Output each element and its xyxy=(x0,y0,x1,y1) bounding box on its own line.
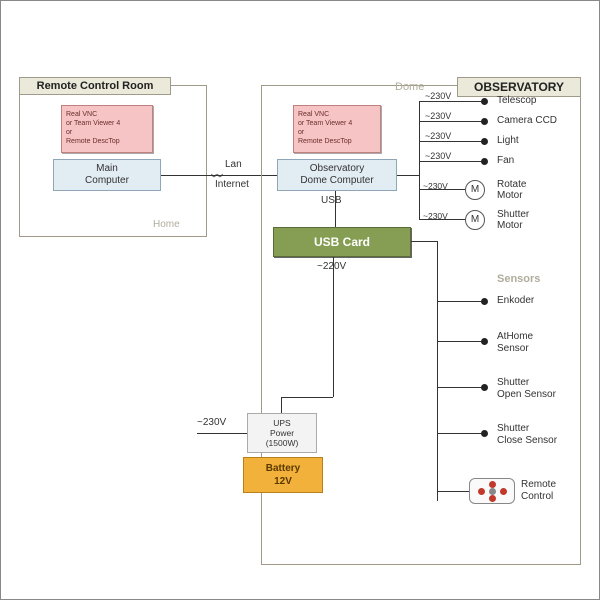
sensor-label: Remote Control xyxy=(521,479,556,502)
wire xyxy=(437,301,483,302)
device-dot xyxy=(481,98,488,105)
wire xyxy=(419,101,483,102)
home-footer: Home xyxy=(153,219,180,230)
dome-subtitle: Dome xyxy=(395,81,424,93)
device-voltage: ~230V xyxy=(425,91,451,101)
home-computer: Main Computer xyxy=(53,159,161,191)
home-vnc-box: Real VNC or Team Viewer 4 or Remote Desc… xyxy=(61,105,153,153)
usb-card-voltage: ~220V xyxy=(317,261,346,272)
wire xyxy=(197,433,247,434)
motor-voltage: ~230V xyxy=(423,181,448,191)
vnc-line: Real VNC xyxy=(66,110,148,119)
sensor-dot xyxy=(481,298,488,305)
motor-icon: M xyxy=(465,180,485,200)
device-voltage: ~230V xyxy=(425,131,451,141)
device-dot xyxy=(481,118,488,125)
vnc-line: or Team Viewer 4 xyxy=(66,119,148,128)
vnc-line: or xyxy=(66,128,148,137)
device-bus xyxy=(419,101,420,219)
device-label: Light xyxy=(497,135,519,146)
sensor-dot xyxy=(481,338,488,345)
sensor-label: Shutter Close Sensor xyxy=(497,423,557,446)
sensors-heading: Sensors xyxy=(497,273,540,285)
remote-control-icon xyxy=(469,478,515,504)
vnc-line: or xyxy=(298,128,376,137)
sensor-dot xyxy=(481,384,488,391)
wire xyxy=(419,161,483,162)
wire xyxy=(419,141,483,142)
ups-box: UPS Power (1500W) xyxy=(247,413,317,453)
dome-vnc-box: Real VNC or Team Viewer 4 or Remote Desc… xyxy=(293,105,381,153)
sensor-label: Shutter Open Sensor xyxy=(497,377,556,400)
wire xyxy=(281,397,282,413)
vnc-line: Remote DescTop xyxy=(298,137,376,146)
vnc-line: or Team Viewer 4 xyxy=(298,119,376,128)
sensor-dot xyxy=(481,430,488,437)
motor-label: Rotate Motor xyxy=(497,179,526,201)
usb-card: USB Card xyxy=(273,227,411,257)
link-lan: Lan xyxy=(225,159,242,170)
device-voltage: ~230V xyxy=(425,151,451,161)
vnc-line: Remote DescTop xyxy=(66,137,148,146)
battery-box: Battery 12V xyxy=(243,457,323,493)
vnc-line: Real VNC xyxy=(298,110,376,119)
wire xyxy=(335,191,336,227)
motor-icon: M xyxy=(465,210,485,230)
device-dot xyxy=(481,138,488,145)
sensor-label: AtHome Sensor xyxy=(497,331,533,354)
ups-voltage: ~230V xyxy=(197,417,226,428)
wire xyxy=(437,387,483,388)
wire xyxy=(281,397,333,398)
dome-computer: Observatory Dome Computer xyxy=(277,159,397,191)
wire xyxy=(411,241,437,242)
diagram-canvas: Remote Control Room Real VNC or Team Vie… xyxy=(0,0,600,600)
wire xyxy=(419,121,483,122)
device-dot xyxy=(481,158,488,165)
link-wave-icon: 〰 xyxy=(211,167,223,184)
motor-voltage: ~230V xyxy=(423,211,448,221)
wire xyxy=(437,491,469,492)
motor-label: Shutter Motor xyxy=(497,209,529,231)
wire xyxy=(437,341,483,342)
wire xyxy=(437,433,483,434)
sensor-bus xyxy=(437,241,438,501)
device-label: Fan xyxy=(497,155,514,166)
dome-panel-title: OBSERVATORY xyxy=(457,77,581,97)
usb-label: USB xyxy=(321,195,342,206)
wire xyxy=(333,257,334,397)
device-label: Telescop xyxy=(497,95,536,106)
device-voltage: ~230V xyxy=(425,111,451,121)
device-label: Camera CCD xyxy=(497,115,557,126)
sensor-label: Enkoder xyxy=(497,295,534,307)
home-panel-title: Remote Control Room xyxy=(19,77,171,95)
wire xyxy=(397,175,419,176)
